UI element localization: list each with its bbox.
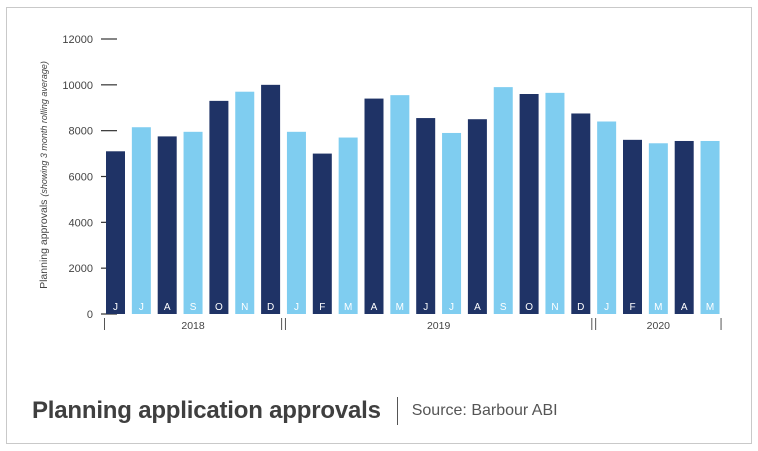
bar xyxy=(157,136,177,314)
y-tick-label: 8000 xyxy=(69,126,93,138)
x-tick-label: M xyxy=(396,302,404,313)
y-axis-title: Planning approvals (showing 3 month roll… xyxy=(38,61,50,289)
bar xyxy=(390,95,410,314)
x-tick-label: J xyxy=(449,302,454,313)
x-tick-label: J xyxy=(423,302,428,313)
chart-title: Planning application approvals xyxy=(32,397,381,424)
x-tick-label: J xyxy=(139,302,144,313)
x-tick-label: J xyxy=(294,302,299,313)
y-tick-label: 10000 xyxy=(62,80,93,92)
bar xyxy=(286,131,306,314)
y-tick-label: 0 xyxy=(87,309,93,321)
x-tick-label: M xyxy=(344,302,352,313)
bar xyxy=(364,98,384,314)
x-tick-label: J xyxy=(604,302,609,313)
bar xyxy=(674,140,694,314)
x-tick-label: O xyxy=(525,302,533,313)
x-tick-label: F xyxy=(319,302,325,313)
x-tick-label: M xyxy=(654,302,662,313)
y-tick-label: 12000 xyxy=(62,34,93,46)
bar xyxy=(442,132,462,314)
x-tick-label: J xyxy=(113,302,118,313)
x-tick-label: A xyxy=(164,302,171,313)
bar xyxy=(597,121,617,314)
y-axis-title-main: Planning approvals xyxy=(38,197,50,289)
x-tick-label: F xyxy=(629,302,635,313)
bar xyxy=(131,127,151,315)
year-label: 2018 xyxy=(181,320,205,332)
y-tick-label: 6000 xyxy=(69,172,93,184)
bar xyxy=(235,91,255,314)
bar xyxy=(183,131,203,314)
bar xyxy=(648,143,668,314)
bar xyxy=(338,137,358,314)
x-tick-label: A xyxy=(681,302,688,313)
bar xyxy=(416,118,436,314)
x-tick-label: O xyxy=(215,302,223,313)
bar xyxy=(519,94,539,314)
x-tick-label: S xyxy=(190,302,197,313)
y-tick-label: 4000 xyxy=(69,217,93,229)
x-tick-label: M xyxy=(706,302,714,313)
x-tick-label: A xyxy=(371,302,378,313)
title-separator xyxy=(396,397,398,425)
bar-chart: 0 2000 4000 6000 8000 10000 12000 Planning appr… xyxy=(38,34,722,332)
bar xyxy=(571,113,591,315)
x-tick-label: A xyxy=(474,302,481,313)
bar xyxy=(545,92,565,315)
x-tick-label: D xyxy=(267,302,274,313)
x-tick-label: N xyxy=(241,302,248,313)
x-tick-label: N xyxy=(551,302,558,313)
bar xyxy=(261,84,281,314)
x-tick-label: S xyxy=(500,302,507,313)
y-tick-label: 2000 xyxy=(69,263,93,275)
bar xyxy=(623,139,642,314)
bar xyxy=(467,119,487,314)
bar xyxy=(312,153,332,314)
bar xyxy=(700,140,720,314)
x-tick-label: D xyxy=(577,302,584,313)
chart-footer: Planning application approvals Source: B… xyxy=(32,394,558,428)
bar xyxy=(106,151,125,314)
bar xyxy=(209,100,229,314)
bar xyxy=(493,87,513,314)
chart-source: Source: Barbour ABI xyxy=(411,402,558,419)
year-label: 2019 xyxy=(427,320,451,332)
y-axis-title-note: (showing 3 month rolling average) xyxy=(39,61,49,197)
year-label: 2020 xyxy=(647,320,671,332)
